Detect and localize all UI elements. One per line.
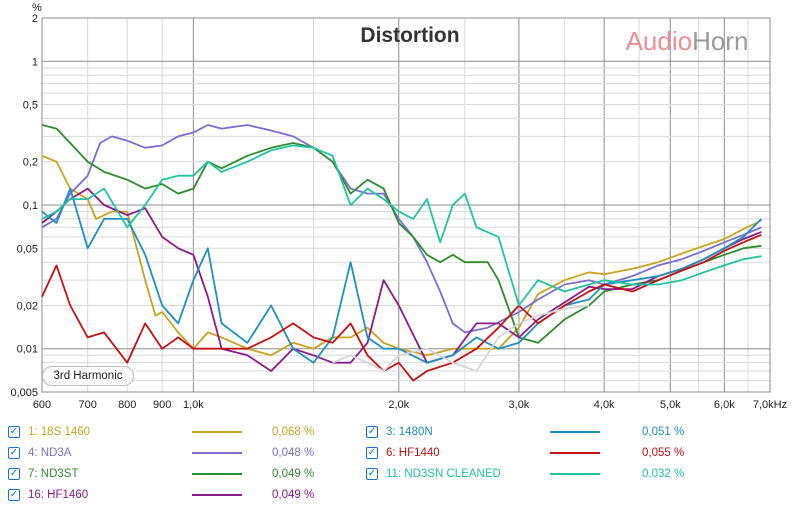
axes: 600 700 800 900 1,0k 2,0k 3,0k 4,0k 5,0k 6,0k 7,0k… xyxy=(10,13,787,411)
legend-checkbox[interactable]: ✓ xyxy=(366,468,378,480)
series-line-3 xyxy=(41,187,762,372)
x-tick-label: 4,0k xyxy=(594,399,615,411)
x-tick-label: 900 xyxy=(153,399,171,411)
y-tick-label: 2 xyxy=(32,13,38,25)
legend-checkbox[interactable]: ✓ xyxy=(8,468,20,480)
watermark-logo: AudioHorn xyxy=(626,26,749,56)
x-tick-label: 700 xyxy=(78,399,96,411)
legend-item: ✓ 4: ND3A 0,048 % xyxy=(8,444,388,462)
y-tick-label: 0,1 xyxy=(23,200,38,212)
legend-item: ✓ 3: 1480N 0,051 % xyxy=(366,423,746,441)
series-line-4 xyxy=(41,187,763,364)
x-tick-label: 1,0k xyxy=(183,399,204,411)
legend-checkbox[interactable]: ✓ xyxy=(366,447,378,459)
legend-value: 0,049 % xyxy=(272,489,315,501)
distortion-chart: 600 700 800 900 1,0k 2,0k 3,0k 4,0k 5,0k 6,0k 7,0k… xyxy=(10,2,787,411)
legend-checkbox[interactable]: ✓ xyxy=(8,426,20,438)
legend-item: ✓ 6: HF1440 0,055 % xyxy=(366,444,746,462)
x-tick-label: 5,0k xyxy=(660,399,681,411)
legend-label: 6: HF1440 xyxy=(386,447,440,459)
legend-swatch xyxy=(192,494,242,496)
legend-swatch xyxy=(192,473,242,475)
x-tick-label: 7,0kHz xyxy=(753,399,787,411)
plot-frame xyxy=(41,17,771,393)
series-group xyxy=(41,124,763,382)
grid xyxy=(41,17,771,393)
y-tick-label: 0,02 xyxy=(17,300,38,312)
series-line-6 xyxy=(41,144,762,307)
y-unit-label: % xyxy=(32,2,42,14)
legend-item: ✓ 16: HF1460 0,049 % xyxy=(8,486,388,504)
legend-value: 0,051 % xyxy=(642,426,685,438)
legend-value: 0,032 % xyxy=(642,468,685,480)
y-tick-label: 0,005 xyxy=(10,387,38,399)
legend-value: 0,049 % xyxy=(272,468,315,480)
legend-label: 7: ND3ST xyxy=(28,468,79,480)
legend-swatch xyxy=(550,452,600,454)
y-tick-label: 0,2 xyxy=(23,157,38,169)
legend-swatch xyxy=(192,452,242,454)
harmonic-selector[interactable]: 3rd Harmonic xyxy=(42,366,134,386)
series-line-5 xyxy=(41,233,762,382)
x-tick-label: 6,0k xyxy=(714,399,735,411)
series-line-1 xyxy=(41,124,762,334)
x-tick-label: 3,0k xyxy=(509,399,530,411)
legend-label: 3: 1480N xyxy=(386,426,433,438)
legend-label: 4: ND3A xyxy=(28,447,72,459)
chart-title: Distortion xyxy=(360,24,459,47)
y-tick-label: 0,5 xyxy=(23,100,38,112)
legend-item: ✓ 1: 18S 1460 0,068 % xyxy=(8,423,388,441)
legend-checkbox[interactable]: ✓ xyxy=(8,447,20,459)
series-line-7 xyxy=(332,304,590,372)
legend-label: 16: HF1460 xyxy=(28,489,89,501)
watermark-horn: Horn xyxy=(692,26,748,56)
legend-swatch xyxy=(550,431,600,433)
legend-value: 0,048 % xyxy=(272,447,315,459)
legend-label: 11: ND3SN CLEANED xyxy=(386,468,501,480)
legend-label: 1: 18S 1460 xyxy=(28,426,91,438)
harmonic-label: 3rd Harmonic xyxy=(53,370,123,382)
x-tick-label: 2,0k xyxy=(388,399,409,411)
legend-item: ✓ 7: ND3ST 0,049 % xyxy=(8,465,388,483)
x-tick-label: 800 xyxy=(118,399,136,411)
legend-swatch xyxy=(192,431,242,433)
y-tick-label: 0,01 xyxy=(17,344,38,356)
legend-item: ✓ 11: ND3SN CLEANED 0,032 % xyxy=(366,465,746,483)
legend-value: 0,055 % xyxy=(642,447,685,459)
legend-checkbox[interactable]: ✓ xyxy=(8,489,20,501)
x-tick-label: 600 xyxy=(33,399,51,411)
series-line-0 xyxy=(41,154,762,357)
y-tick-label: 0,05 xyxy=(17,243,38,255)
watermark-audio: Audio xyxy=(626,26,693,56)
legend-swatch xyxy=(550,473,600,475)
y-tick-label: 1 xyxy=(32,56,38,68)
legend-value: 0,068 % xyxy=(272,426,315,438)
legend-checkbox[interactable]: ✓ xyxy=(366,426,378,438)
